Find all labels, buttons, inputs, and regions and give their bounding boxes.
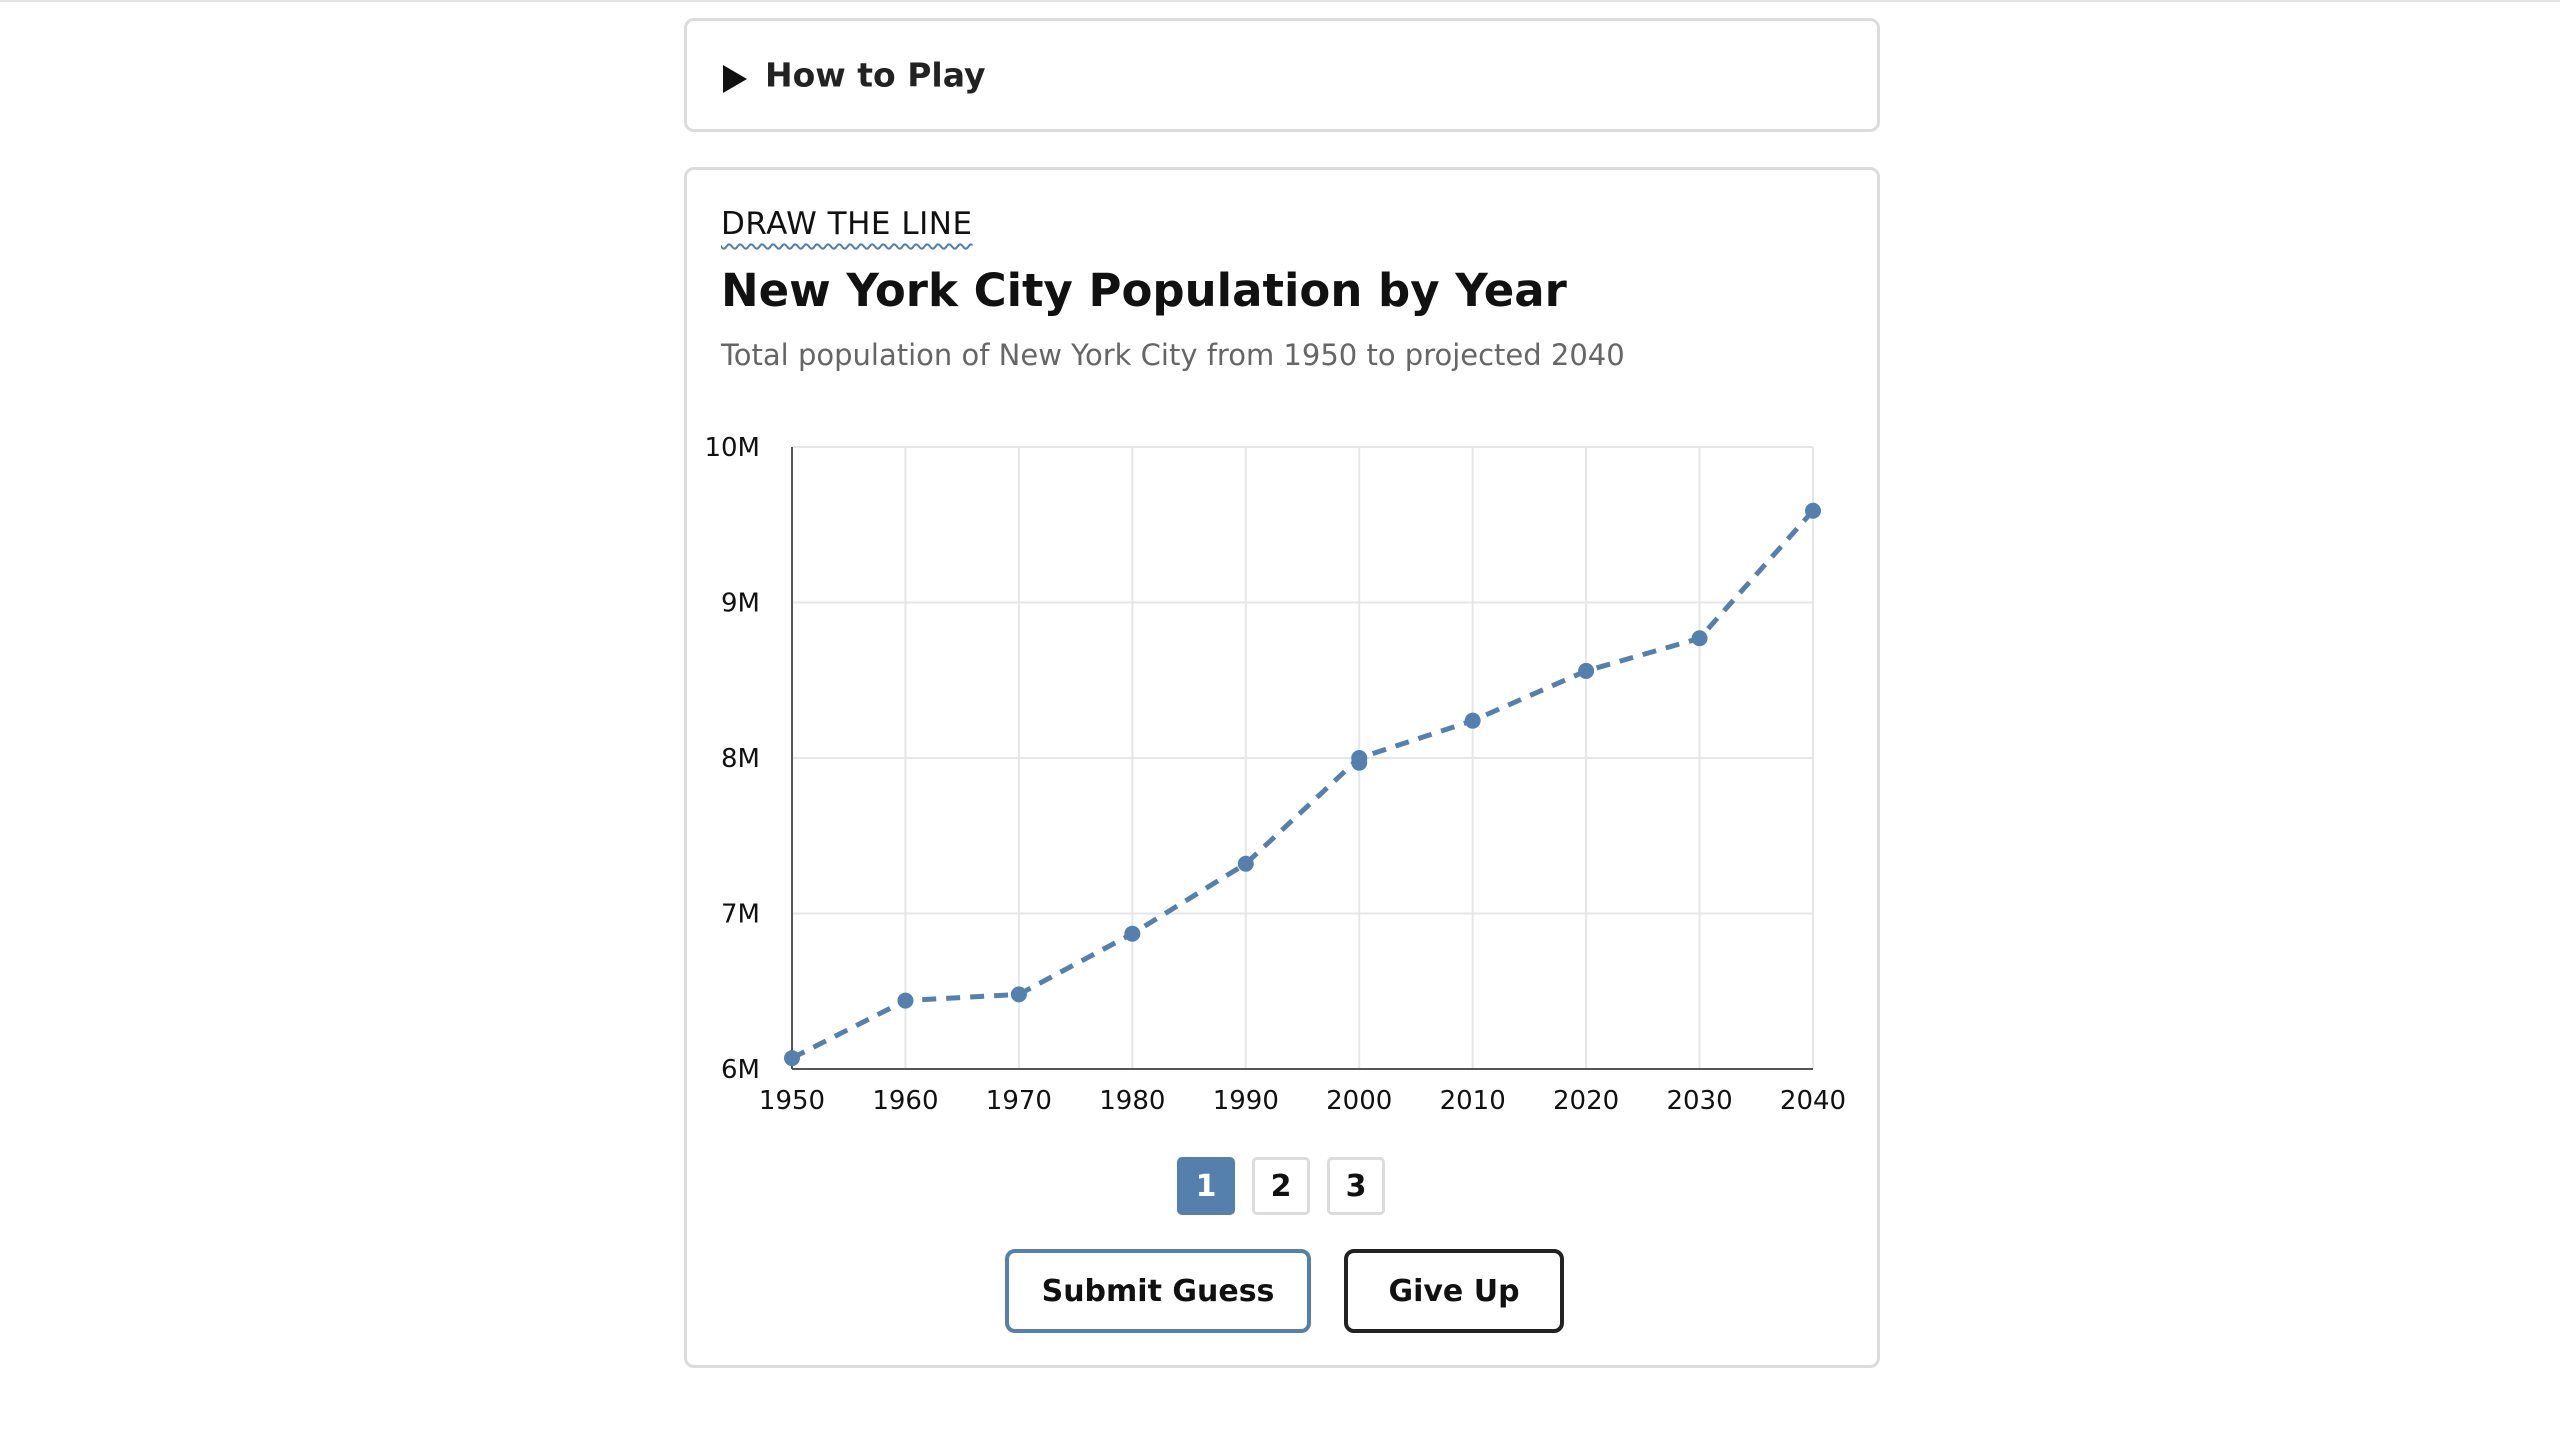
data-point[interactable] xyxy=(1464,712,1481,729)
page-button-1[interactable]: 1 xyxy=(1177,1157,1235,1215)
data-point[interactable] xyxy=(1010,986,1027,1003)
y-tick-label: 7M xyxy=(721,900,760,930)
draw-the-line-chart[interactable]: 6M 7M 8M 9M 10M 1950 1960 1970 1980 1990 2000 2010 2… xyxy=(687,170,1877,1365)
give-up-button[interactable]: Give Up xyxy=(1344,1249,1564,1333)
how-to-play-label: How to Play xyxy=(765,55,986,95)
submit-guess-button[interactable]: Submit Guess xyxy=(1005,1249,1311,1333)
x-tick-label: 2010 xyxy=(1440,1086,1506,1116)
y-tick-label: 10M xyxy=(704,433,760,463)
x-tick-label: 1990 xyxy=(1213,1086,1279,1116)
x-tick-label: 1980 xyxy=(1099,1086,1165,1116)
chart-title: New York City Population by Year xyxy=(721,264,1567,317)
y-tick-label: 9M xyxy=(721,589,760,619)
x-tick-label: 1950 xyxy=(759,1086,825,1116)
page-button-3[interactable]: 3 xyxy=(1327,1157,1385,1215)
x-tick-label: 2000 xyxy=(1326,1086,1392,1116)
data-point[interactable] xyxy=(1578,662,1595,679)
x-tick-label: 1960 xyxy=(872,1086,938,1116)
chart-subtitle: Total population of New York City from 1… xyxy=(721,338,1625,372)
data-point[interactable] xyxy=(1691,630,1708,647)
data-point[interactable] xyxy=(1237,855,1254,872)
data-point[interactable] xyxy=(784,1050,800,1067)
data-point[interactable] xyxy=(1805,502,1821,519)
game-card: DRAW THE LINE New York City Population b… xyxy=(684,167,1880,1368)
page-button-2[interactable]: 2 xyxy=(1252,1157,1310,1215)
x-tick-label: 2030 xyxy=(1666,1086,1732,1116)
disclosure-triangle-icon xyxy=(723,65,747,93)
y-tick-label: 8M xyxy=(721,744,760,774)
y-tick-label: 6M xyxy=(721,1055,760,1085)
x-tick-label: 2040 xyxy=(1780,1086,1846,1116)
data-point[interactable] xyxy=(1124,925,1141,942)
how-to-play-toggle[interactable]: How to Play xyxy=(684,18,1880,132)
top-divider xyxy=(0,0,2560,2)
game-eyebrow: DRAW THE LINE xyxy=(721,206,973,242)
data-point[interactable] xyxy=(1351,754,1368,771)
series-line xyxy=(790,509,1815,1061)
data-point[interactable] xyxy=(897,992,914,1009)
x-tick-label: 2020 xyxy=(1553,1086,1619,1116)
x-tick-label: 1970 xyxy=(986,1086,1052,1116)
